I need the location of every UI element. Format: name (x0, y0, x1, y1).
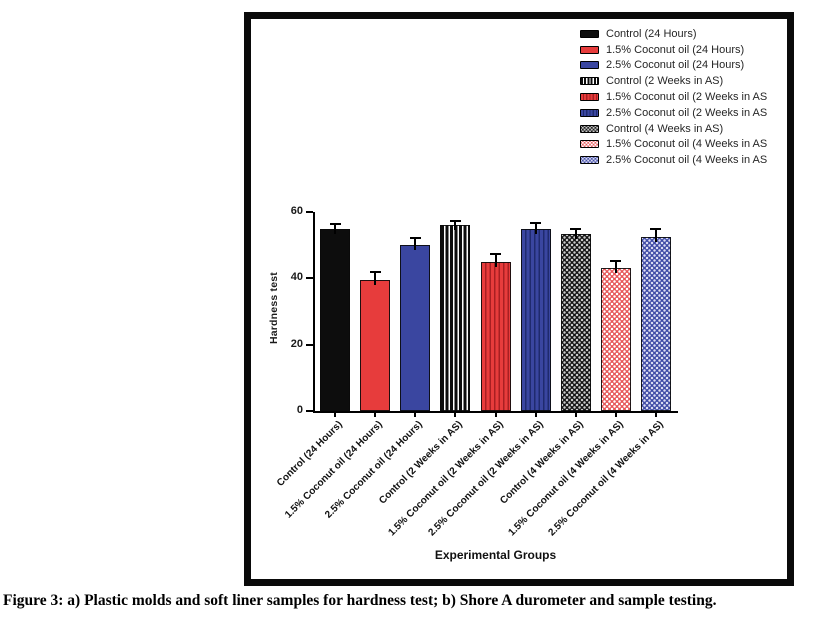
legend-swatch (580, 140, 599, 149)
legend-label: Control (24 Hours) (606, 27, 697, 40)
error-bar-cap (409, 236, 421, 239)
bar (360, 280, 391, 411)
x-tick-label: 1.5% Coconut oil (2 Weeks in AS) (385, 419, 506, 539)
error-bar (374, 273, 377, 285)
legend-swatch (580, 124, 599, 133)
legend-item: Control (4 Weeks in AS) (580, 121, 767, 137)
legend-label: 2.5% Coconut oil (2 Weeks in AS (606, 106, 768, 119)
legend-swatch (580, 156, 599, 165)
legend-item: 1.5% Coconut oil (24 Hours) (580, 42, 767, 58)
bar (440, 225, 471, 411)
y-tick-label: 0 (296, 404, 303, 416)
error-bar-cap (490, 253, 501, 256)
x-tick-label: 2.5% Coconut oil (2 Weeks in AS) (426, 419, 546, 539)
legend-label: Control (4 Weeks in AS) (606, 122, 724, 135)
x-tick-label: Control (4 Weeks in AS) (497, 419, 586, 507)
legend-label: 2.5% Coconut oil (4 Weeks in AS (606, 154, 768, 167)
legend-swatch (580, 29, 599, 38)
legend-swatch (580, 77, 599, 86)
bar (600, 268, 631, 411)
legend-label: 1.5% Coconut oil (24 Hours) (606, 43, 745, 56)
y-tick (306, 277, 313, 280)
bar (560, 233, 591, 411)
error-bar (574, 230, 577, 239)
x-tick-label: Control (2 Weeks in AS) (377, 419, 466, 507)
error-bar-cap (650, 228, 662, 231)
x-tick-label: 1.5% Coconut oil (4 Weeks in AS) (506, 419, 626, 539)
y-tick-label: 60 (290, 205, 303, 217)
error-bar-cap (570, 228, 582, 231)
error-bar (654, 230, 657, 242)
error-bar (534, 223, 537, 234)
legend-label: Control (2 Weeks in AS) (606, 75, 724, 88)
chart-panel: Control (24 Hours) 1.5% Coconut oil (24 H… (244, 12, 794, 586)
legend-item: Control (24 Hours) (580, 26, 767, 42)
x-tick (654, 413, 657, 417)
error-bar-cap (449, 219, 461, 222)
legend-item: 1.5% Coconut oil (2 Weeks in AS (580, 89, 767, 105)
bar (480, 261, 511, 411)
error-bar (414, 238, 417, 251)
y-tick-label: 20 (290, 337, 303, 350)
x-tick (454, 413, 457, 417)
bar (640, 236, 671, 411)
legend-swatch (580, 61, 599, 70)
error-bar (454, 221, 457, 231)
x-tick-label: 2.5% Coconut oil (4 Weeks in AS) (546, 419, 666, 539)
error-bar (614, 261, 617, 274)
chart-legend: Control (24 Hours) 1.5% Coconut oil (24 H… (580, 26, 767, 168)
error-bar-cap (610, 259, 622, 262)
bar (320, 228, 351, 411)
x-axis-line (313, 411, 678, 413)
x-tick (334, 413, 337, 417)
y-tick (306, 211, 313, 213)
legend-item: Control (2 Weeks in AS) (580, 73, 767, 89)
figure-caption: Figure 3: a) Plastic molds and soft line… (3, 592, 717, 609)
legend-swatch (580, 45, 599, 54)
error-bar (494, 255, 497, 267)
x-tick (614, 413, 617, 417)
legend-item: 2.5% Coconut oil (4 Weeks in AS (580, 152, 767, 168)
error-bar-cap (329, 223, 341, 226)
legend-label: 1.5% Coconut oil (4 Weeks in AS (606, 138, 768, 151)
error-bar-cap (369, 271, 381, 274)
x-tick (374, 413, 377, 417)
legend-item: 2.5% Coconut oil (2 Weeks in AS (580, 105, 767, 121)
y-tick (306, 343, 313, 346)
legend-label: 1.5% Coconut oil (2 Weeks in AS (606, 91, 768, 104)
legend-label: 2.5% Coconut oil (24 Hours) (606, 59, 745, 72)
x-tick-label: 2.5% Coconut oil (24 Hours) (323, 419, 426, 521)
x-tick (414, 413, 417, 417)
x-tick (574, 413, 577, 417)
legend-swatch (580, 93, 599, 102)
error-bar (334, 225, 337, 234)
legend-item: 2.5% Coconut oil (24 Hours) (580, 58, 767, 74)
x-tick (494, 413, 497, 417)
bar (400, 245, 431, 411)
legend-item: 1.5% Coconut oil (4 Weeks in AS (580, 137, 767, 153)
x-tick (534, 413, 537, 417)
bar (520, 228, 551, 411)
plot-area (315, 212, 676, 411)
error-bar-cap (530, 221, 542, 224)
x-axis-title: Experimental Groups (434, 548, 557, 562)
y-tick (306, 410, 313, 412)
y-tick-label: 40 (290, 271, 303, 284)
legend-swatch (580, 108, 599, 117)
y-axis-line (313, 212, 315, 413)
